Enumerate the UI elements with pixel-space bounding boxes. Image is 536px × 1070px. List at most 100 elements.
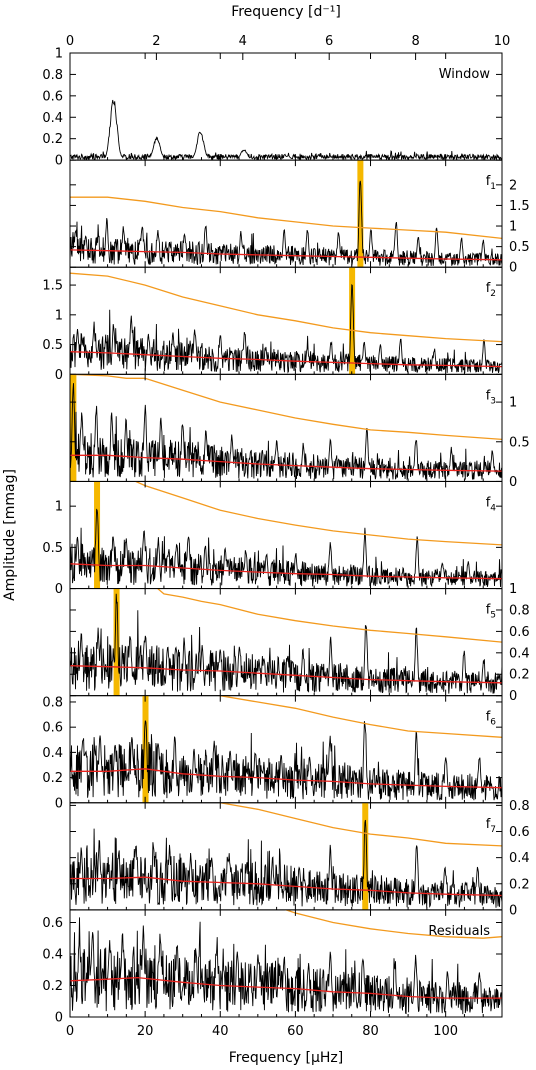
bottom-x-tick-label: 60: [287, 1024, 304, 1039]
spectrum-line: [70, 819, 502, 908]
noise-curve: [70, 768, 502, 789]
threshold-curve: [216, 695, 502, 738]
threshold-curve: [70, 196, 502, 240]
noise-curve: [70, 454, 502, 472]
y-tick-label: 0: [55, 154, 63, 169]
panel-plot-area: [70, 588, 502, 696]
spectrum-line: [70, 917, 502, 1015]
y-tick-label: 1: [509, 396, 517, 411]
y-tick-label: 0.4: [42, 947, 63, 962]
y-tick-label: 0.8: [42, 695, 63, 710]
threshold-curve: [284, 909, 502, 939]
panel-label-subscript: 2: [490, 289, 496, 299]
y-tick-label: 1: [55, 47, 63, 62]
bottom-x-tick-label: 0: [66, 1024, 74, 1039]
y-tick-label: 0.2: [509, 877, 530, 892]
panel-residuals: 0 0.2 0.4 0.6 Residuals: [42, 909, 503, 1026]
noise-curve: [70, 976, 502, 999]
panel-label: f6: [486, 710, 497, 728]
panel-label: Residuals: [428, 924, 490, 939]
spectrum-line: [70, 383, 502, 481]
y-tick-label: 0.6: [42, 89, 63, 104]
panels-group: 0 0.2 0.4 0.6 0.8 1 Window 0 0.5 1 1.5 2 f1 0 0.5 1 1.5 f…: [42, 34, 529, 1039]
panel-label: Window: [439, 67, 491, 82]
y-tick-label: 0.4: [42, 746, 63, 761]
y-tick-label: 1: [55, 308, 63, 323]
threshold-curve: [217, 802, 502, 847]
panel-f5: 0 0.2 0.4 0.6 0.8 1 f5: [69, 582, 530, 704]
panel-label-subscript: 6: [490, 718, 496, 728]
y-tick-label: 0.5: [509, 435, 530, 450]
panel-label: f1: [486, 174, 496, 192]
y-tick-label: 0.5: [42, 338, 63, 353]
y-tick-label: 0: [55, 582, 63, 597]
panel-label: f4: [486, 495, 497, 513]
bottom-x-tick-label: 100: [433, 1024, 458, 1039]
y-axis-title: Amplitude [mmag]: [2, 469, 18, 601]
panel-label-subscript: 1: [490, 182, 496, 192]
panel-label-subscript: 5: [490, 611, 496, 621]
noise-curve: [70, 351, 502, 368]
highlight-band: [113, 588, 120, 696]
panel-plot-area: [70, 267, 502, 375]
noise-curve: [70, 249, 502, 261]
y-tick-label: 0.8: [42, 68, 63, 83]
y-tick-label: 0.2: [42, 979, 63, 994]
bottom-x-tick-label: 40: [212, 1024, 229, 1039]
y-tick-label: 0.6: [42, 721, 63, 736]
y-tick-label: 1: [509, 582, 517, 597]
panel-plot-area: [70, 374, 502, 482]
threshold-curve: [70, 272, 502, 343]
panel-plot-area: [70, 99, 502, 161]
y-tick-label: 0: [509, 475, 517, 490]
y-tick-label: 0.2: [42, 771, 63, 786]
panel-f6: 0 0.2 0.4 0.6 0.8 f6: [42, 695, 503, 811]
y-tick-label: 0.8: [509, 603, 530, 618]
spectrum-line: [70, 508, 502, 588]
y-tick-label: 0: [55, 796, 63, 811]
panel-label-subscript: 4: [490, 503, 496, 513]
top-axis-title: Frequency [d⁻¹]: [231, 4, 341, 20]
top-x-tick-label: 10: [494, 34, 511, 49]
panel-frame: [69, 52, 503, 161]
spectrum-line: [70, 99, 502, 161]
panel-label: f3: [486, 388, 496, 406]
panel-plot-area: [70, 909, 502, 1015]
y-tick-label: 0.5: [509, 240, 530, 255]
y-tick-label: 0: [509, 261, 517, 276]
panel-label: f5: [486, 603, 496, 621]
highlight-band: [362, 802, 369, 910]
y-tick-label: 0.2: [42, 132, 63, 147]
panel-f7: 0 0.2 0.4 0.6 0.8 f7: [69, 799, 530, 918]
spectrum-line: [70, 283, 502, 374]
top-x-tick-label: 2: [152, 34, 160, 49]
top-x-tick-label: 8: [411, 34, 419, 49]
y-tick-label: 2: [509, 178, 517, 193]
noise-curve: [70, 876, 502, 897]
y-tick-label: 0.4: [509, 851, 530, 866]
highlight-band: [357, 160, 364, 268]
bottom-x-tick-label: 20: [137, 1024, 154, 1039]
panel-label: f2: [486, 281, 496, 299]
panel-f1: 0 0.5 1 1.5 2 f1: [69, 159, 530, 276]
bottom-axis-title: Frequency [μHz]: [229, 1050, 343, 1066]
y-tick-label: 1.5: [509, 199, 530, 214]
bottom-x-tick-label: 80: [362, 1024, 379, 1039]
y-tick-label: 0.4: [509, 646, 530, 661]
y-tick-label: 1.5: [42, 279, 63, 294]
y-tick-label: 0.6: [509, 825, 530, 840]
panel-label: f7: [486, 817, 496, 835]
noise-curve: [70, 665, 502, 684]
panel-frame: [69, 909, 503, 1018]
panel-plot-area: [70, 802, 502, 910]
y-tick-label: 0.8: [509, 799, 530, 814]
y-tick-label: 0.6: [509, 625, 530, 640]
y-tick-label: 1: [55, 500, 63, 515]
y-tick-label: 1: [509, 220, 517, 235]
y-tick-label: 0: [509, 689, 517, 704]
y-tick-label: 0: [509, 903, 517, 918]
panel-label-subscript: 3: [490, 396, 496, 406]
panel-window: 0 0.2 0.4 0.6 0.8 1 Window: [42, 47, 503, 169]
highlight-band: [94, 481, 101, 589]
